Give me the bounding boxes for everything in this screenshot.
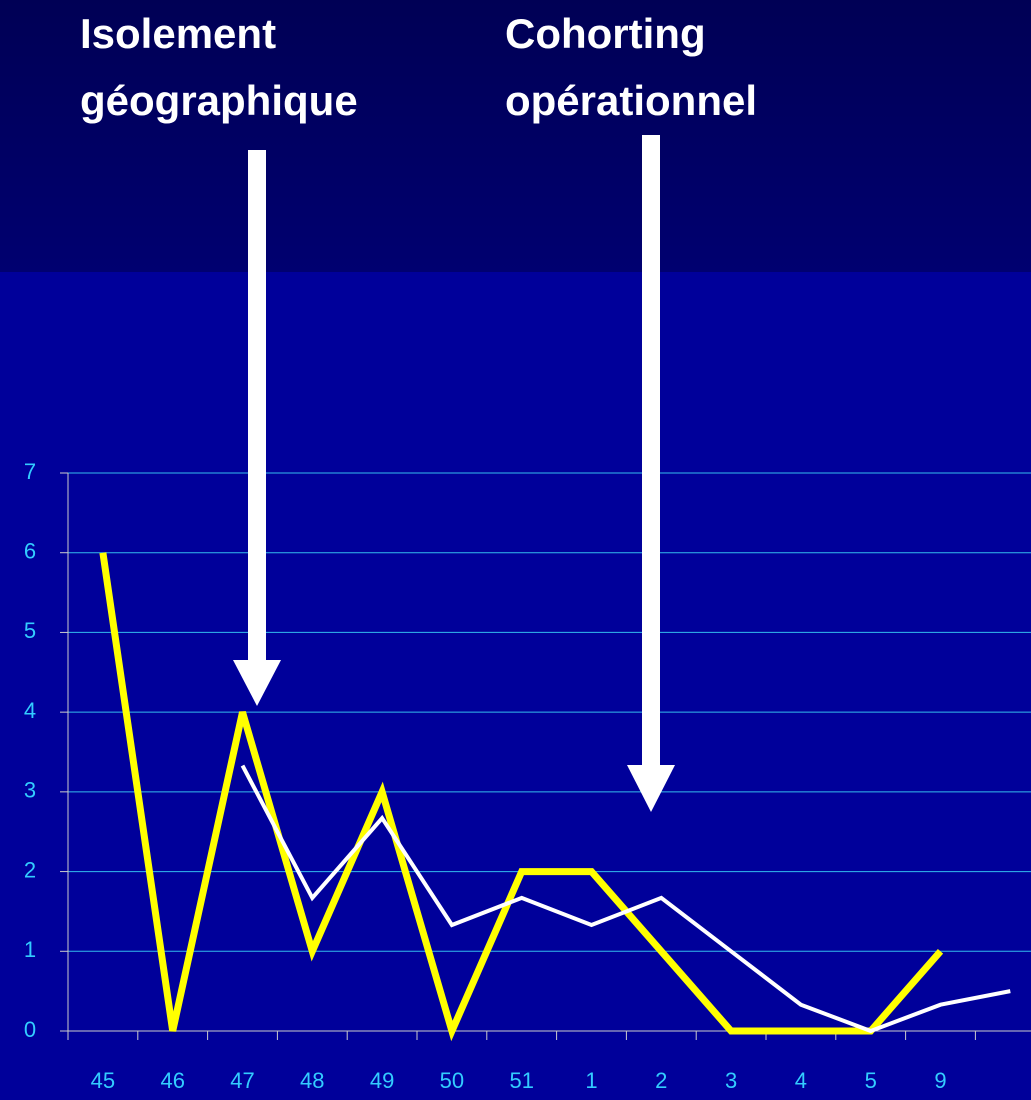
annotation: Cohorting [505,10,706,57]
x-tick-label: 47 [230,1068,254,1093]
x-tick-label: 4 [795,1068,807,1093]
y-tick-label: 2 [24,857,36,882]
x-tick-label: 45 [91,1068,115,1093]
x-tick-label: 50 [440,1068,464,1093]
y-tick-label: 6 [24,539,36,564]
x-tick-label: 5 [865,1068,877,1093]
arrow-head [233,660,281,706]
x-tick-label: 9 [934,1068,946,1093]
annotation: géographique [80,77,358,124]
annotation: Isolement [80,10,276,57]
x-tick-label: 1 [585,1068,597,1093]
x-tick-label: 51 [509,1068,533,1093]
annotations: Isolement géographique Cohorting opérationn… [80,10,757,124]
arrows [233,135,675,812]
x-tick-label: 48 [300,1068,324,1093]
x-tick-label: 2 [655,1068,667,1093]
annotation: opérationnel [505,77,757,124]
y-tick-label: 7 [24,459,36,484]
arrow-shaft [248,150,266,662]
y-tick-label: 1 [24,937,36,962]
title-band [0,0,1031,272]
y-tick-label: 3 [24,778,36,803]
x-tick-label: 3 [725,1068,737,1093]
x-tick-label: 49 [370,1068,394,1093]
y-tick-label: 5 [24,618,36,643]
arrow-shaft [642,135,660,767]
y-tick-label: 0 [24,1017,36,1042]
arrow-head [627,765,675,812]
series-line [240,764,1011,1034]
x-tick-label: 46 [160,1068,184,1093]
series-line [99,552,944,1042]
y-tick-label: 4 [24,698,36,723]
